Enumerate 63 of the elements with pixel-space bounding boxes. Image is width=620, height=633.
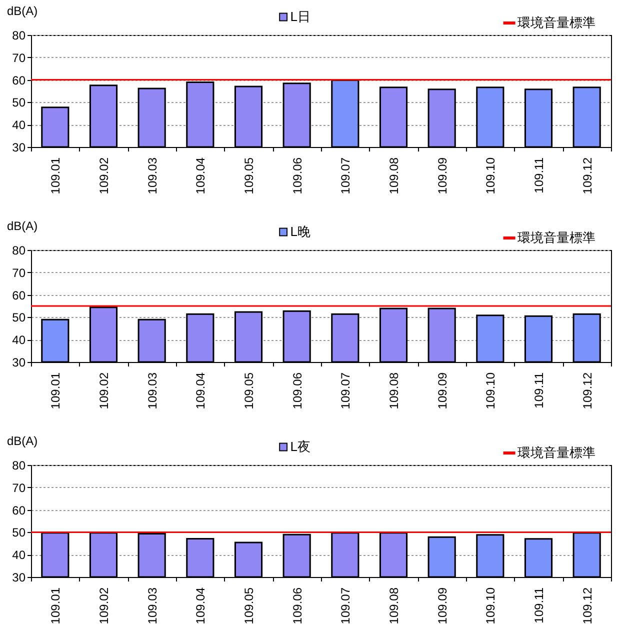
x-tick-label: 109.11 [532, 372, 546, 408]
x-tick-label: 109.08 [387, 372, 401, 410]
y-tick-label: 30 [12, 140, 26, 154]
x-tick-label: 109.02 [97, 372, 111, 410]
x-tick-label: 109.09 [435, 157, 450, 194]
legend-label: 環境音量標準 [517, 230, 596, 245]
y-axis-title: dB(A) [7, 219, 38, 233]
y-tick-label: 30 [12, 356, 26, 370]
x-tick-label: 109.06 [290, 157, 304, 194]
x-tick-label: 109.05 [242, 587, 256, 624]
x-tick-label: 109.09 [435, 587, 450, 624]
x-tick-label: 109.08 [387, 157, 401, 194]
y-tick-label: 40 [12, 333, 26, 348]
x-tick-label: 109.10 [484, 157, 498, 194]
y-axis-title: dB(A) [7, 434, 38, 448]
x-tick-label: 109.08 [387, 587, 401, 624]
y-tick-label: 60 [12, 288, 26, 302]
x-tick-label: 109.10 [484, 587, 498, 624]
x-tick-label: 109.03 [145, 157, 160, 194]
y-tick-label: 70 [12, 50, 26, 65]
x-tick-label: 109.07 [338, 157, 353, 194]
x-tick-label: 109.01 [48, 157, 63, 194]
y-tick-label: 40 [12, 548, 26, 562]
x-tick-label: 109.11 [532, 587, 546, 624]
y-tick-label: 60 [12, 73, 26, 88]
x-tick-label: 109.01 [48, 372, 63, 410]
x-tick-label: 109.12 [580, 372, 594, 410]
x-tick-label: 109.07 [338, 372, 353, 410]
y-tick-label: 50 [12, 96, 26, 110]
x-tick-label: 109.03 [145, 372, 160, 410]
legend-label: L日 [290, 9, 311, 24]
x-tick-label: 109.06 [290, 372, 304, 410]
x-tick-label: 109.04 [194, 587, 208, 624]
y-tick-label: 80 [12, 244, 26, 258]
x-tick-label: 109.12 [580, 157, 594, 194]
x-tick-label: 109.07 [338, 587, 353, 624]
x-tick-label: 109.06 [290, 587, 304, 624]
legend-label: 環境音量標準 [517, 445, 596, 460]
y-tick-label: 70 [12, 266, 26, 280]
x-tick-label: 109.11 [532, 157, 546, 194]
y-axis-title: dB(A) [7, 4, 38, 18]
x-tick-label: 109.05 [242, 372, 256, 410]
y-tick-label: 30 [12, 570, 26, 584]
legend-label: L夜 [290, 439, 311, 454]
y-tick-label: 70 [12, 480, 26, 495]
legend-label: 環境音量標準 [517, 15, 596, 30]
x-tick-label: 109.05 [242, 157, 256, 194]
x-tick-label: 109.01 [48, 587, 63, 624]
x-tick-label: 109.02 [97, 157, 111, 194]
y-tick-label: 50 [12, 310, 26, 325]
x-tick-label: 109.02 [97, 587, 111, 624]
x-tick-label: 109.12 [580, 587, 594, 624]
y-tick-label: 80 [12, 458, 26, 472]
legend-label: L晚 [290, 224, 311, 239]
y-tick-label: 80 [12, 28, 26, 42]
y-tick-label: 60 [12, 503, 26, 518]
x-tick-label: 109.09 [435, 372, 450, 410]
x-tick-label: 109.04 [194, 372, 208, 410]
x-tick-label: 109.04 [194, 157, 208, 194]
y-tick-label: 40 [12, 118, 26, 132]
x-tick-label: 109.10 [484, 372, 498, 410]
x-tick-label: 109.03 [145, 587, 160, 624]
y-tick-label: 50 [12, 526, 26, 540]
